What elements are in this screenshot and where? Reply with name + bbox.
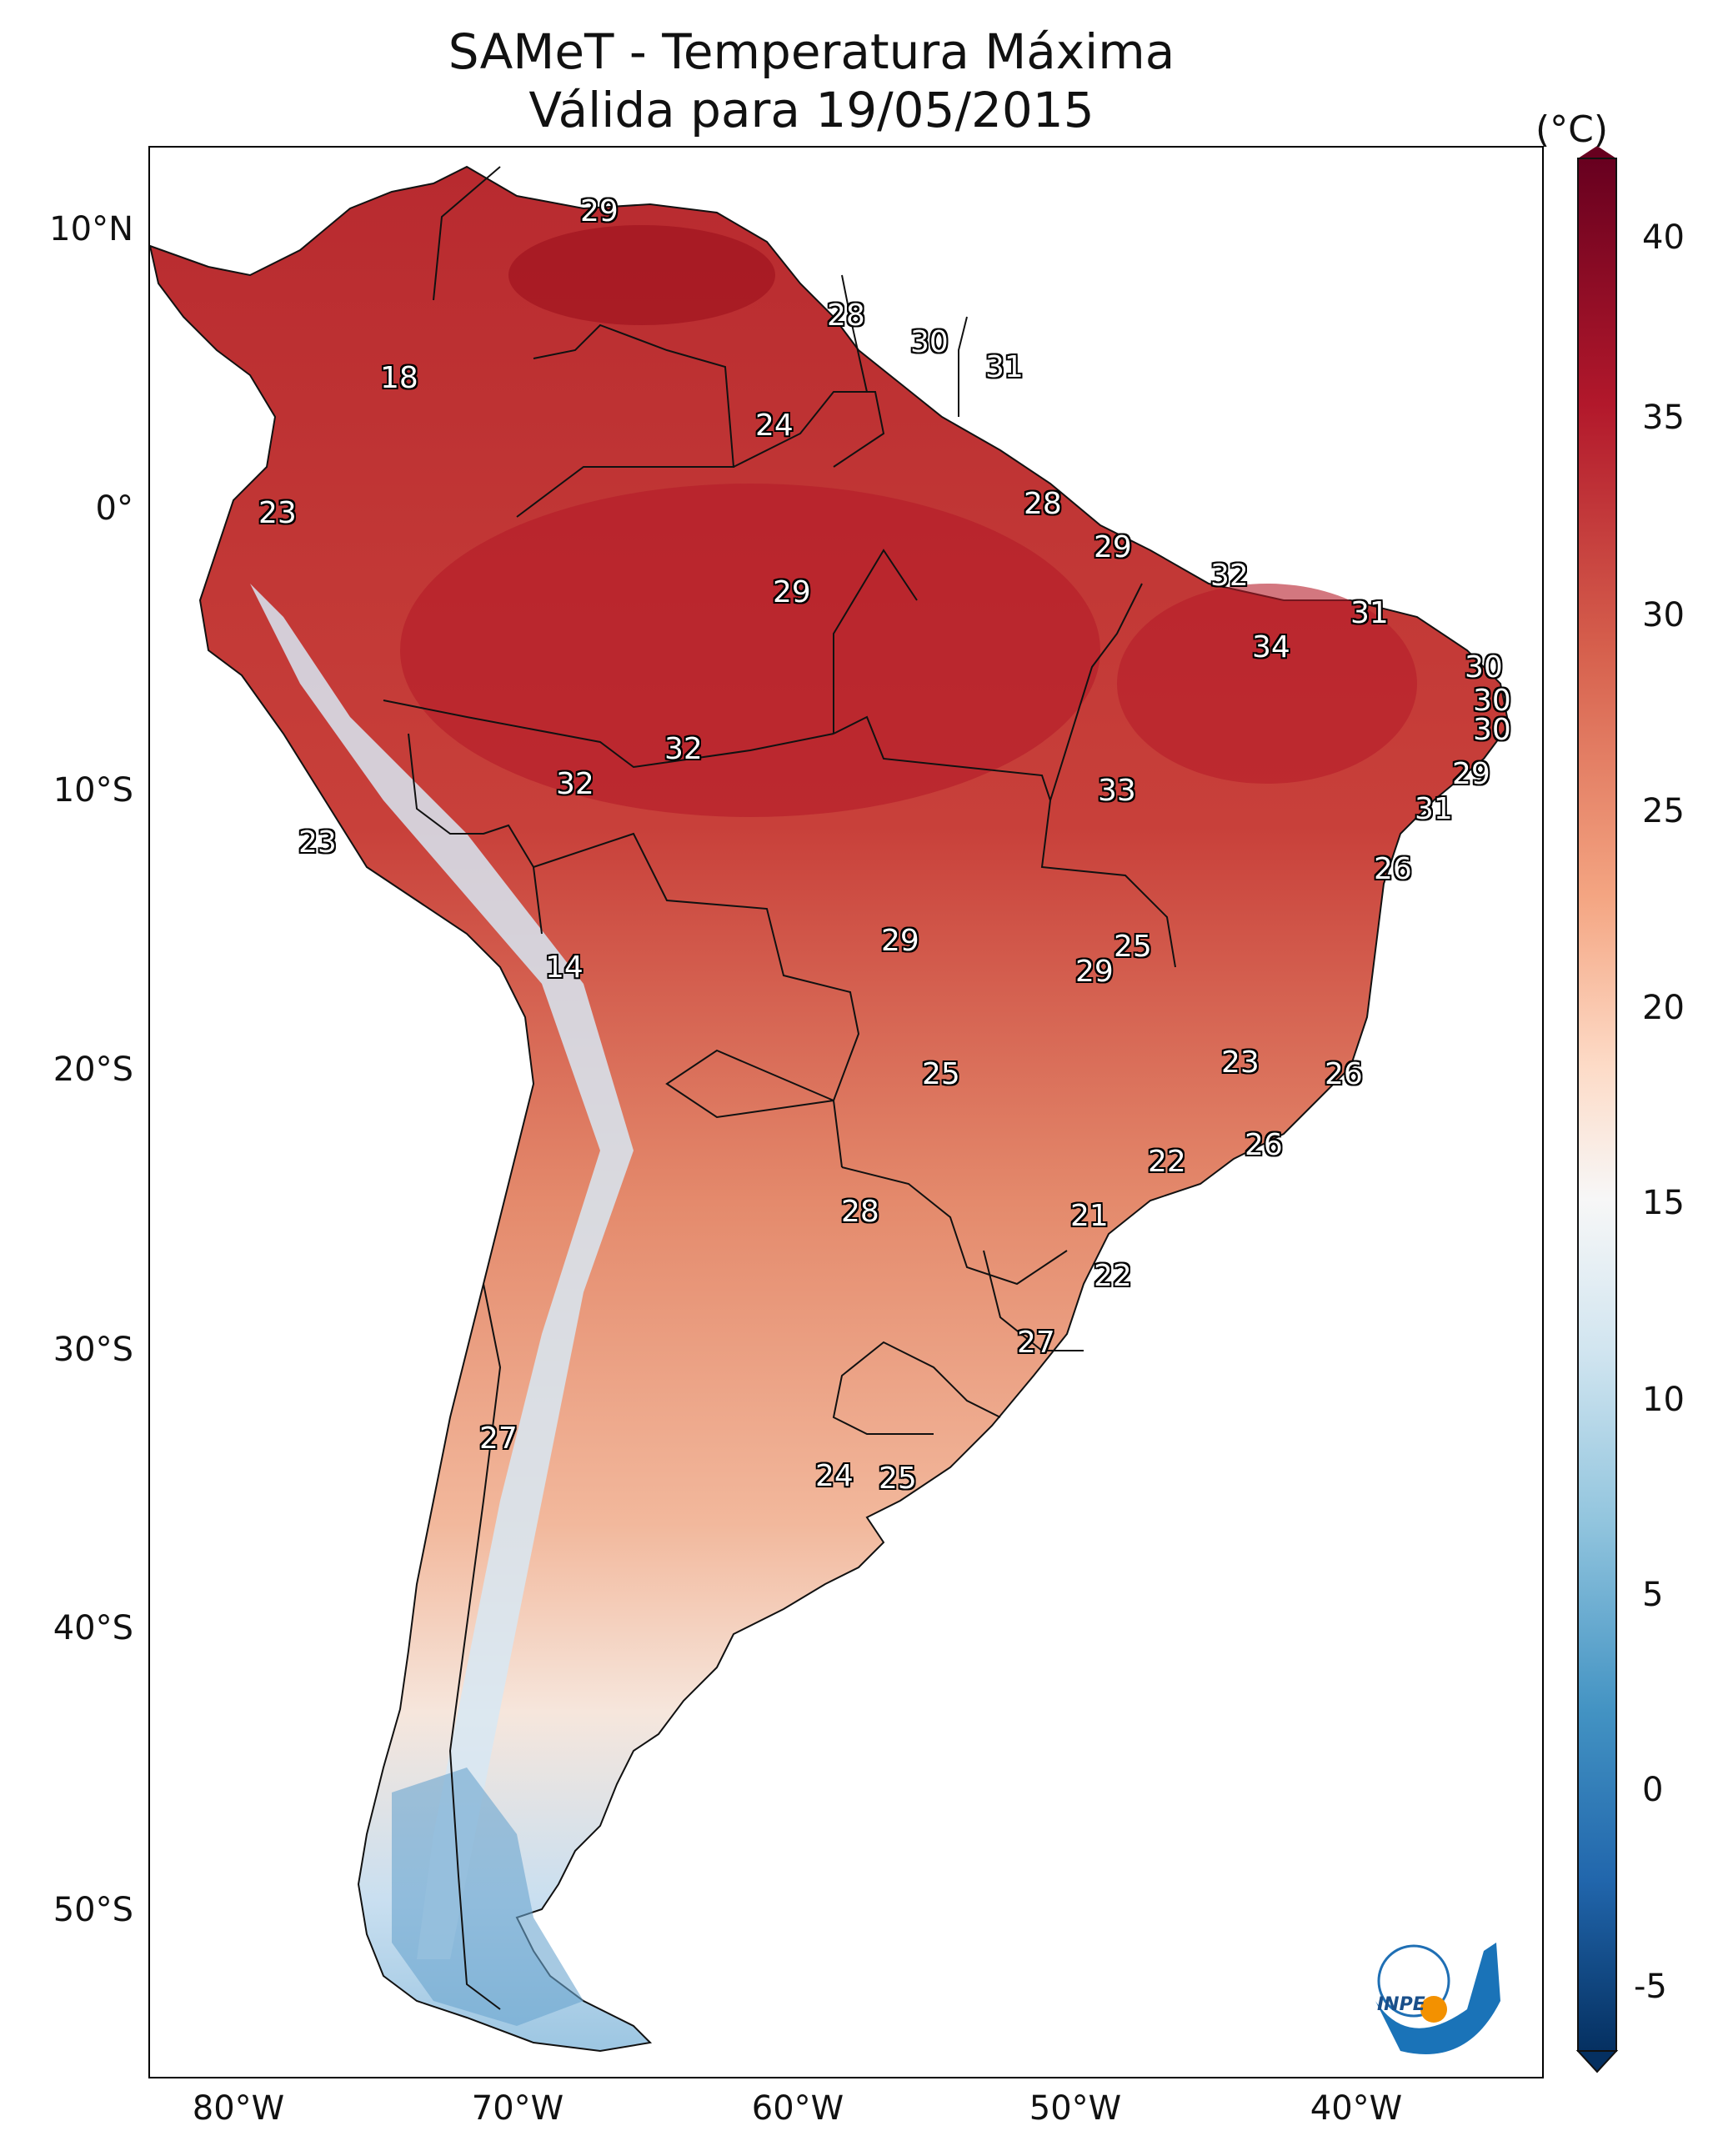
station-temperature-label: 29	[1452, 757, 1490, 791]
station-temperature-label: 23	[258, 496, 297, 530]
station-temperature-label: 29	[580, 194, 619, 228]
colorbar-tick-25: 25	[1642, 792, 1685, 830]
patagonia-cold	[392, 1767, 584, 2026]
station-temperature-label: 18	[380, 361, 418, 395]
colorbar-tick-minus5: -5	[1634, 1968, 1667, 2006]
station-temperature-label: 28	[1024, 487, 1062, 521]
station-temperature-label: 26	[1245, 1128, 1283, 1162]
station-temperature-label: 28	[841, 1195, 879, 1229]
station-temperature-label: 21	[1070, 1199, 1109, 1233]
station-temperature-label: 32	[664, 732, 703, 766]
station-temperature-label: 34	[1252, 630, 1290, 664]
colorbar-tick-15: 15	[1642, 1184, 1685, 1222]
station-temperature-label: 30	[910, 325, 949, 359]
station-temperature-label: 32	[556, 767, 594, 801]
lon-label-80w: 80°W	[192, 2089, 285, 2128]
station-temperature-label: 23	[298, 825, 337, 860]
station-temperature-label: 22	[1148, 1145, 1186, 1179]
station-temperature-label: 28	[827, 298, 865, 333]
lat-label-10n: 10°N	[49, 210, 133, 248]
inpe-logo-text: INPE	[1377, 1994, 1425, 2015]
colorbar-tick-30: 30	[1642, 596, 1685, 634]
lon-label-60w: 60°W	[751, 2089, 844, 2128]
heat-core-north	[400, 484, 1100, 817]
lat-label-20s: 20°S	[53, 1050, 133, 1089]
lat-label-10s: 10°S	[53, 771, 133, 810]
lon-label-70w: 70°W	[471, 2089, 564, 2128]
station-temperature-label: 30	[1465, 650, 1503, 684]
station-temperature-label: 26	[1325, 1057, 1363, 1091]
station-temperature-label: 25	[922, 1057, 960, 1091]
colorbar-tick-40: 40	[1642, 218, 1685, 257]
station-temperature-label: 27	[479, 1421, 518, 1456]
lat-label-0: 0°	[95, 489, 133, 528]
station-temperature-label: 29	[773, 575, 811, 609]
lat-label-40s: 40°S	[53, 1609, 133, 1647]
map-title: SAMeT - Temperatura Máxima	[448, 23, 1175, 80]
map-frame	[148, 146, 1544, 2078]
station-temperature-label: 33	[1098, 774, 1136, 808]
station-temperature-label: 26	[1374, 852, 1412, 886]
colorbar	[1575, 146, 1619, 2073]
station-temperature-label: 27	[1017, 1326, 1055, 1360]
station-temperature-label: 14	[545, 950, 584, 985]
station-temperature-label: 24	[755, 409, 794, 443]
colorbar-tick-10: 10	[1642, 1381, 1685, 1419]
station-temperature-label: 32	[1210, 559, 1249, 593]
station-temperature-label: 30	[1473, 713, 1511, 747]
station-temperature-label: 29	[1075, 955, 1114, 989]
lat-label-30s: 30°S	[53, 1331, 133, 1369]
colorbar-tick-5: 5	[1642, 1576, 1664, 1614]
lon-label-50w: 50°W	[1029, 2089, 1122, 2128]
lat-label-50s: 50°S	[53, 1891, 133, 1929]
station-temperature-label: 29	[1094, 530, 1132, 564]
station-temperature-label: 31	[1415, 792, 1453, 826]
inpe-logo	[1375, 1943, 1500, 2054]
heat-core-venezuela	[508, 225, 775, 325]
station-temperature-label: 29	[881, 924, 919, 958]
lon-label-40w: 40°W	[1310, 2089, 1403, 2128]
station-temperature-label: 23	[1221, 1045, 1260, 1080]
station-temperature-label: 25	[879, 1462, 917, 1496]
andes-cool-band	[250, 584, 634, 1959]
heat-core-northeast	[1117, 584, 1417, 784]
colorbar-tick-35: 35	[1642, 399, 1685, 437]
colorbar-unit: (°C)	[1535, 108, 1609, 151]
station-temperature-label: 31	[1350, 596, 1389, 630]
colorbar-tick-20: 20	[1642, 989, 1685, 1027]
colorbar-tick-0: 0	[1642, 1771, 1664, 1809]
station-temperature-label: 24	[815, 1459, 854, 1493]
station-temperature-label: 25	[1114, 930, 1152, 964]
station-temperature-label: 22	[1094, 1259, 1132, 1293]
map-subtitle: Válida para 19/05/2015	[528, 82, 1094, 138]
station-temperature-label: 30	[1473, 684, 1511, 718]
station-temperature-label: 31	[985, 350, 1024, 384]
country-borders	[383, 166, 1176, 2010]
